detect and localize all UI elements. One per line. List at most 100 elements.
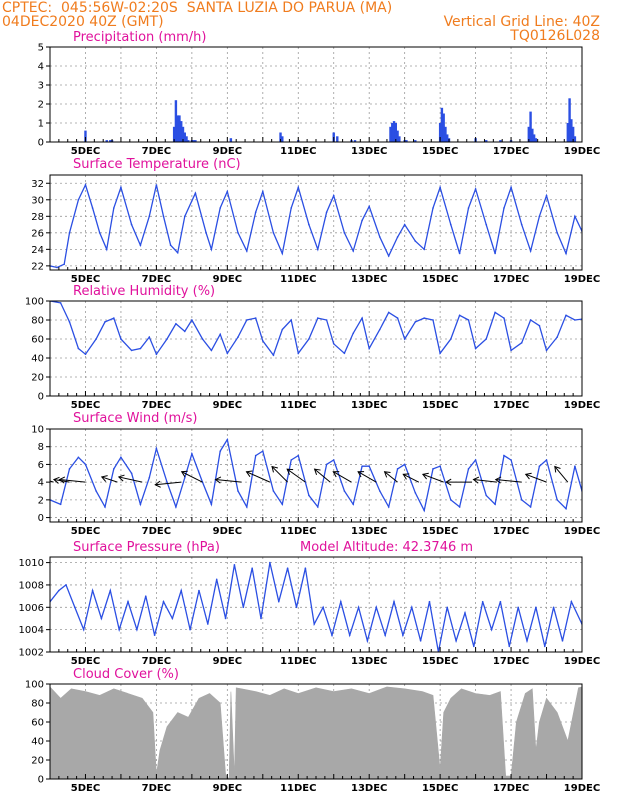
series-point — [63, 263, 65, 266]
series-point — [387, 311, 390, 314]
series-point — [545, 194, 548, 197]
series-point — [538, 465, 541, 468]
station-header: CPTEC: 045:56W-02:20S SANTA LUZIA DO PAR… — [2, 0, 393, 16]
series-point — [458, 506, 461, 508]
run-code: TQ0126L028 — [510, 28, 600, 44]
series-point — [113, 317, 115, 319]
precip-bar — [187, 140, 190, 142]
series-point — [574, 465, 576, 468]
ytick-label: 1004 — [19, 625, 44, 636]
series-point — [352, 503, 355, 506]
ytick-label: 1 — [38, 119, 44, 130]
series-point — [262, 340, 264, 342]
series-point — [237, 490, 239, 492]
series-point — [449, 499, 452, 501]
series-point — [84, 353, 87, 356]
series-point — [490, 628, 493, 631]
series-point — [361, 465, 363, 468]
series-point — [118, 628, 120, 631]
series-point — [56, 266, 58, 269]
series-point — [368, 205, 371, 208]
series-point — [348, 634, 351, 637]
xtick-label: 11DEC — [280, 783, 316, 794]
wind-arrowhead — [524, 472, 532, 480]
series-point — [91, 207, 94, 209]
panel-title: Surface Pressure (hPa) — [73, 540, 220, 555]
precip-bar — [181, 126, 185, 142]
plot-frame — [49, 428, 583, 523]
precip-bar — [336, 136, 339, 142]
xtick-label: 5DEC — [71, 146, 100, 157]
xtick-label: 13DEC — [351, 274, 387, 285]
series-point — [246, 319, 248, 321]
wind-arrowhead — [357, 471, 365, 478]
wind-vector — [384, 471, 398, 483]
series-point — [332, 459, 335, 461]
series-point — [127, 600, 129, 603]
xtick-label: 19DEC — [564, 274, 600, 285]
series-point — [508, 645, 511, 648]
series-point — [538, 324, 541, 327]
series-point — [189, 628, 191, 631]
xtick-label: 17DEC — [493, 274, 529, 285]
ytick-label: 2 — [38, 100, 44, 111]
series-point — [449, 223, 452, 226]
xtick-label: 17DEC — [493, 400, 529, 411]
xtick-label: 19DEC — [564, 783, 600, 794]
series-point — [535, 606, 537, 609]
series-point — [565, 252, 567, 255]
series-point — [262, 190, 264, 193]
ytick-label: 4 — [38, 62, 44, 73]
series-point — [183, 476, 186, 479]
series-point — [396, 317, 399, 319]
xtick-label: 13DEC — [351, 400, 387, 411]
precip-bar — [281, 136, 284, 142]
series-point — [467, 468, 470, 470]
series-point — [313, 623, 316, 625]
series-point — [251, 567, 253, 569]
series-point — [272, 490, 275, 492]
panel-5: 0 20 40 60 80 100 5DEC 7DEC 9DEC 11DEC 13DEC 15DEC 1… — [25, 667, 600, 794]
series-point — [396, 468, 399, 470]
panel-title: Cloud Cover (%) — [73, 667, 179, 682]
series-point — [520, 223, 523, 226]
series-point — [510, 186, 512, 189]
series-point — [439, 465, 441, 468]
series-point — [281, 328, 284, 331]
series-group — [50, 561, 582, 652]
wind-arrowhead — [214, 476, 222, 484]
series-point — [237, 232, 239, 234]
ytick-label: 1006 — [19, 603, 44, 614]
wind-vector — [271, 466, 288, 483]
series-point — [561, 640, 564, 642]
series-point — [148, 336, 151, 338]
series-point — [162, 215, 165, 218]
series-point — [368, 465, 371, 468]
series-point — [446, 606, 449, 609]
series-point — [84, 184, 87, 186]
ytick-label: 2 — [38, 495, 44, 506]
xtick-label: 9DEC — [213, 400, 242, 411]
wind-arrowhead — [100, 475, 108, 482]
wind-arrowhead — [180, 470, 188, 478]
wind-arrowhead — [245, 470, 253, 477]
wind-vector — [118, 476, 143, 483]
series-point — [130, 349, 133, 352]
series-point — [254, 317, 257, 319]
series-group — [50, 183, 582, 269]
series-point — [340, 600, 342, 603]
wind-vector — [181, 471, 203, 483]
ytick-label: 10 — [31, 425, 44, 436]
wind-vector — [333, 471, 352, 483]
ytick-label: 22 — [31, 261, 44, 272]
series-point — [526, 640, 528, 642]
series-point — [556, 232, 558, 234]
series-point — [254, 211, 257, 213]
xtick-label: 13DEC — [351, 783, 387, 794]
ytick-label: 20 — [31, 756, 44, 767]
series-point — [325, 463, 328, 466]
series-point — [297, 454, 300, 457]
series-point — [529, 506, 532, 508]
ytick-label: 0 — [38, 138, 44, 149]
series-point — [183, 330, 186, 333]
